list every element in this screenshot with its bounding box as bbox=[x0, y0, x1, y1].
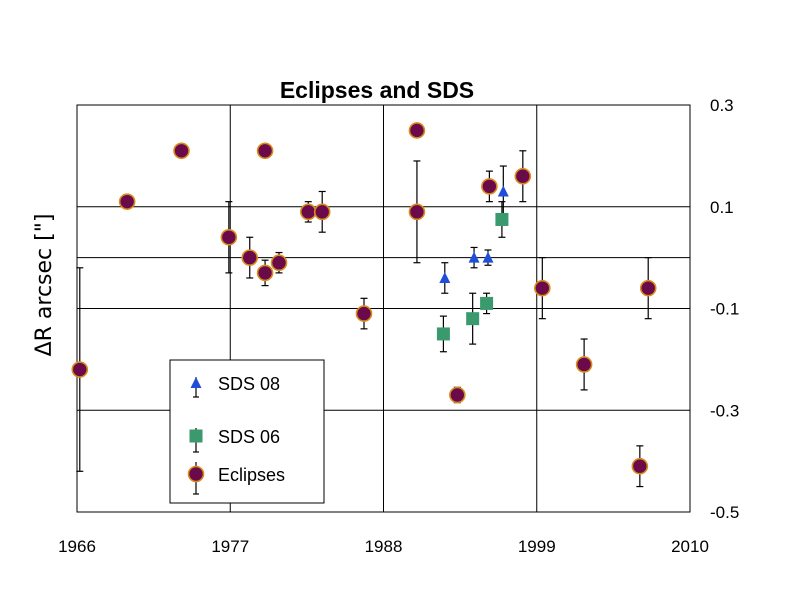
x-tick-label: 1999 bbox=[518, 537, 556, 556]
data-point-eclipses bbox=[449, 386, 466, 404]
data-point-eclipses bbox=[220, 228, 238, 246]
tick-labels: 1966 1977 1988 1999 2010 0.3 0.1 -0.1 -0.3 -0.5 bbox=[58, 96, 739, 556]
data-point-eclipses bbox=[534, 279, 551, 297]
data-point-eclipses bbox=[256, 142, 274, 160]
x-tick-label: 1966 bbox=[58, 537, 96, 556]
markers bbox=[71, 122, 657, 475]
legend-label-eclipses: Eclipses bbox=[218, 465, 285, 485]
data-point-sds-08 bbox=[497, 185, 509, 197]
y-tick-label: 0.1 bbox=[710, 198, 734, 217]
legend-marker-sds-06 bbox=[189, 429, 203, 443]
legend-marker-sds-08 bbox=[190, 377, 202, 388]
legend: SDS 08 SDS 06 Eclipses bbox=[169, 359, 325, 504]
x-tick-label: 2010 bbox=[671, 537, 709, 556]
x-tick-label: 1988 bbox=[365, 537, 403, 556]
legend-marker-eclipses bbox=[187, 465, 205, 483]
legend-item-sds-06: SDS 06 bbox=[189, 427, 280, 453]
data-point-eclipses bbox=[575, 356, 593, 373]
data-point-sds-06 bbox=[466, 312, 480, 326]
data-point-sds-06 bbox=[495, 212, 509, 226]
data-point-eclipses bbox=[313, 203, 331, 221]
y-tick-label: -0.1 bbox=[710, 300, 739, 319]
legend-item-sds-08: SDS 08 bbox=[190, 374, 280, 398]
x-tick-label: 1977 bbox=[211, 537, 249, 556]
legend-label-sds-08: SDS 08 bbox=[218, 374, 280, 394]
data-point-sds-08 bbox=[439, 271, 451, 283]
data-point-eclipses bbox=[241, 249, 259, 266]
data-point-eclipses bbox=[71, 361, 89, 378]
y-tick-label: 0.3 bbox=[710, 96, 734, 115]
data-point-eclipses bbox=[270, 254, 288, 272]
y-tick-label: -0.5 bbox=[710, 503, 739, 522]
data-point-eclipses bbox=[299, 203, 317, 221]
data-point-sds-06 bbox=[436, 327, 450, 341]
data-point-eclipses bbox=[256, 264, 274, 282]
data-point-sds-08 bbox=[482, 251, 494, 263]
data-point-sds-08 bbox=[468, 251, 480, 263]
legend-label-sds-06: SDS 06 bbox=[218, 427, 280, 447]
data-point-eclipses bbox=[639, 279, 657, 297]
data-point-eclipses bbox=[481, 178, 498, 195]
data-point-eclipses bbox=[408, 203, 426, 221]
data-point-sds-06 bbox=[480, 296, 494, 310]
data-point-eclipses bbox=[173, 142, 190, 160]
legend-item-eclipses: Eclipses bbox=[187, 462, 285, 495]
data-point-eclipses bbox=[355, 305, 373, 322]
y-axis-label: ΔR arcsec ["] bbox=[32, 214, 57, 357]
data-point-eclipses bbox=[631, 457, 649, 475]
data-point-eclipses bbox=[118, 193, 136, 210]
data-point-eclipses bbox=[408, 122, 426, 139]
gridlines bbox=[77, 105, 690, 512]
y-tick-label: -0.3 bbox=[710, 401, 739, 420]
chart-title: Eclipses and SDS bbox=[280, 77, 474, 103]
data-point-eclipses bbox=[514, 167, 532, 185]
